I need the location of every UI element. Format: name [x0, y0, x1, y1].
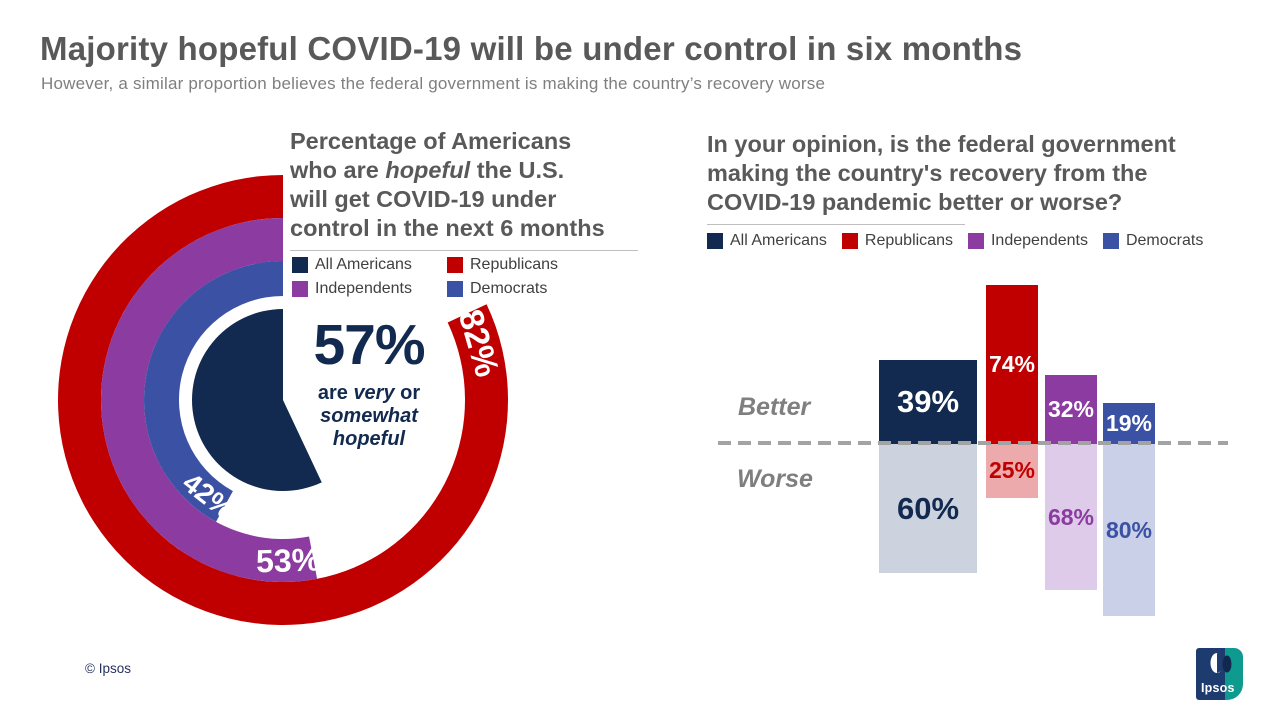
bar-worse-all-americans: 60%	[879, 444, 977, 573]
page-subtitle: However, a similar proportion believes t…	[41, 74, 826, 93]
legend-item-independents: Independents	[967, 232, 1088, 250]
legend-swatch	[447, 257, 463, 273]
donut-title-line1: Percentage of Americans	[290, 128, 572, 154]
legend-item-democrats: Democrats	[447, 280, 558, 298]
caption-italic-somewhat: somewhat	[320, 405, 418, 427]
bar-better-democrats: 19%	[1103, 403, 1155, 444]
ipsos-logo-wordmark: Ipsos	[1201, 681, 1235, 695]
donut-center-caption: are very or somewhat hopeful	[288, 382, 450, 451]
page-title: Majority hopeful COVID-19 will be under …	[40, 30, 1023, 67]
ring-democrats	[143, 261, 283, 522]
legend-item-democrats: Democrats	[1102, 232, 1204, 250]
caption-italic-hopeful: hopeful	[332, 428, 406, 450]
donut-title-line3: will get COVID-19 under	[290, 186, 557, 212]
bar-worse-independents: 68%	[1045, 444, 1097, 591]
better-worse-divider-line	[718, 441, 1228, 445]
better-axis-label: Better	[738, 393, 811, 421]
donut-center-text: 57% are very or somewhat hopeful	[288, 316, 450, 451]
donut-legend: All Americans Republicans Independents Demo…	[292, 256, 558, 298]
legend-swatch	[447, 281, 463, 297]
bar-better-republicans: 74%	[986, 284, 1038, 444]
bar-title-rule	[707, 224, 965, 225]
legend-label: All Americans	[315, 256, 412, 273]
worse-axis-label: Worse	[737, 465, 813, 493]
bar-better-all-americans: 39%	[879, 360, 977, 444]
donut-title-line4: control in the next 6 months	[290, 215, 605, 241]
caption-pre: are	[317, 382, 354, 404]
bar-legend: All Americans Republicans Independents Demo…	[707, 232, 1203, 250]
bar-worse-republicans: 25%	[986, 444, 1038, 498]
bar-value-label: 25%	[988, 457, 1036, 484]
ring-value-label-independents: 53%	[255, 541, 320, 579]
center-pie-all-americans	[192, 309, 322, 491]
legend-label: Democrats	[1125, 232, 1204, 249]
bar-chart-title: In your opinion, is the federal governme…	[707, 130, 1176, 217]
donut-title-rule	[290, 250, 638, 251]
donut-title-line2-pre: who are	[290, 157, 386, 183]
caption-italic-very: very	[353, 382, 395, 404]
ring-independents	[101, 218, 318, 582]
bar-value-label: 80%	[1105, 516, 1153, 543]
bar-value-label: 74%	[988, 350, 1036, 377]
bar-value-label: 39%	[896, 384, 960, 420]
donut-title-line2-post: the U.S.	[470, 157, 565, 183]
legend-label: All Americans	[730, 232, 827, 249]
bar-value-label: 19%	[1105, 410, 1153, 437]
legend-swatch	[1102, 233, 1119, 249]
legend-swatch	[841, 233, 858, 249]
bar-value-label: 32%	[1047, 396, 1095, 423]
legend-item-republicans: Republicans	[447, 256, 558, 274]
donut-chart-title: Percentage of Americans who are hopeful …	[290, 127, 605, 243]
bar-value-label: 60%	[896, 490, 960, 526]
copyright-note: © Ipsos	[85, 661, 131, 676]
legend-label: Independents	[990, 232, 1088, 249]
legend-label: Republicans	[470, 256, 559, 273]
legend-label: Independents	[315, 280, 412, 297]
legend-label: Democrats	[470, 280, 548, 297]
legend-swatch	[292, 281, 308, 297]
legend-item-independents: Independents	[292, 280, 447, 298]
bar-title-line2: making the country's recovery from the	[707, 160, 1148, 186]
legend-item-all-americans: All Americans	[707, 232, 827, 250]
donut-title-line2-italic: hopeful	[385, 157, 471, 183]
legend-item-republicans: Republicans	[841, 232, 953, 250]
caption-or: or	[394, 382, 421, 404]
legend-item-all-americans: All Americans	[292, 256, 447, 274]
bar-better-independents: 32%	[1045, 375, 1097, 444]
ipsos-logo: Ipsos	[1196, 648, 1243, 700]
ipsos-logo-faces-icon	[1210, 653, 1232, 673]
bar-value-label: 68%	[1047, 503, 1095, 530]
donut-center-value: 57%	[313, 313, 425, 377]
legend-swatch	[707, 233, 723, 249]
legend-swatch	[967, 233, 984, 249]
bar-worse-democrats: 80%	[1103, 444, 1155, 616]
bar-title-line1: In your opinion, is the federal governme…	[707, 131, 1176, 157]
donut-title-line2: who are hopeful the U.S.	[290, 156, 605, 185]
legend-label: Republicans	[864, 232, 953, 249]
legend-swatch	[292, 257, 308, 273]
bar-title-line3: COVID-19 pandemic better or worse?	[707, 189, 1123, 215]
